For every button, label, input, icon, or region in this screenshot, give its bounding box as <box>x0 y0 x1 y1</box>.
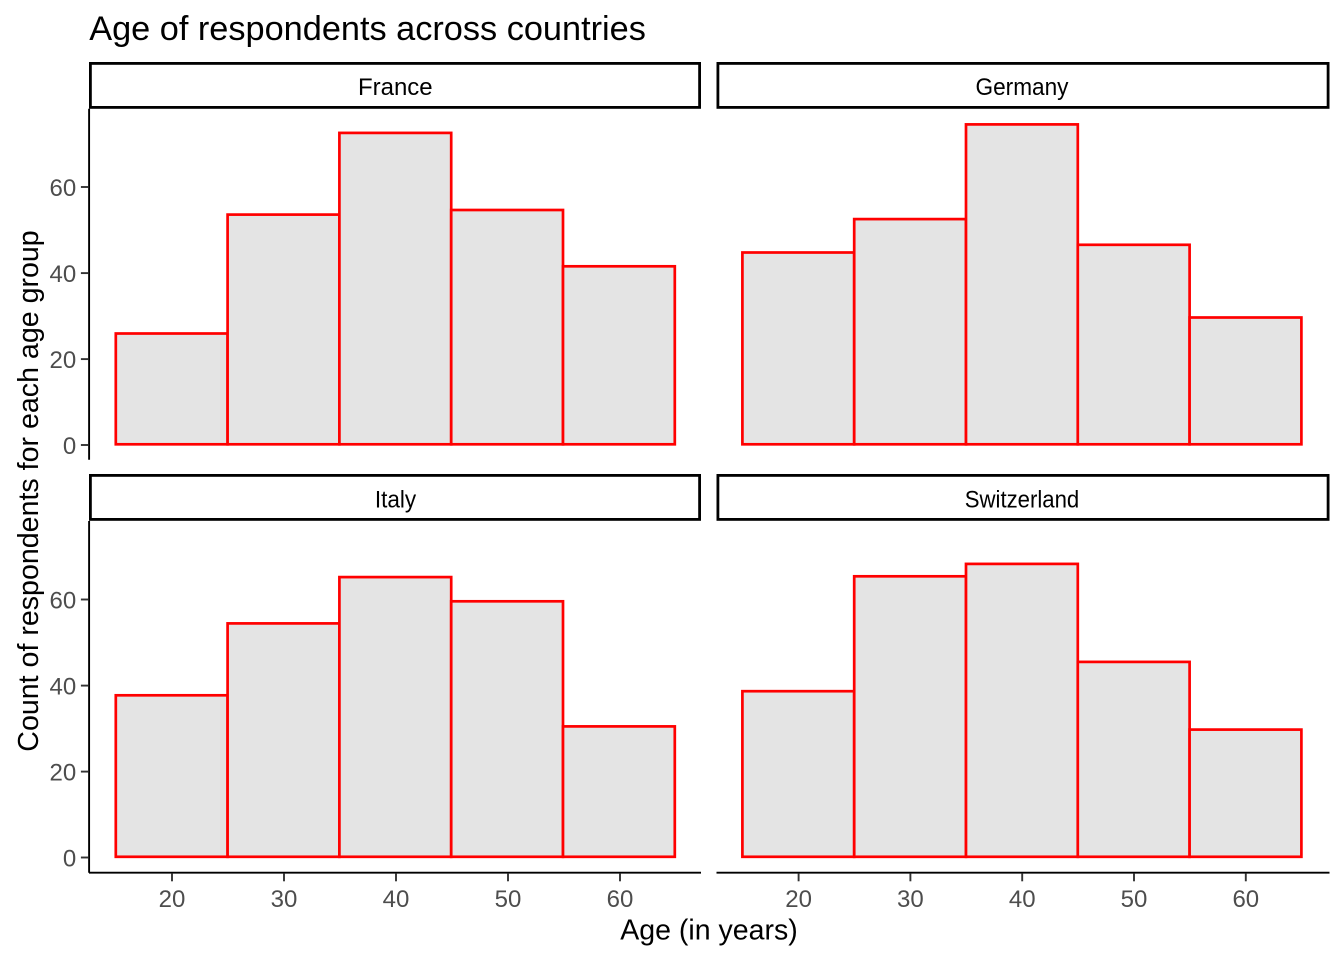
svg-text:Age (in years): Age (in years) <box>620 914 797 946</box>
svg-text:Germany: Germany <box>976 74 1069 101</box>
svg-text:60: 60 <box>1232 886 1259 913</box>
svg-text:40: 40 <box>383 886 410 913</box>
svg-text:60: 60 <box>49 175 76 202</box>
svg-text:20: 20 <box>49 759 76 786</box>
svg-text:20: 20 <box>49 347 76 374</box>
svg-text:50: 50 <box>495 886 522 913</box>
svg-text:50: 50 <box>1121 886 1148 913</box>
svg-text:0: 0 <box>63 845 76 872</box>
svg-text:France: France <box>358 74 433 101</box>
svg-text:30: 30 <box>897 886 924 913</box>
svg-text:Count of respondents for each: Count of respondents for each age group <box>13 230 45 751</box>
svg-text:20: 20 <box>785 886 812 913</box>
svg-text:0: 0 <box>63 433 76 460</box>
svg-text:Age of respondents across coun: Age of respondents across countries <box>89 10 646 48</box>
svg-text:60: 60 <box>49 587 76 614</box>
svg-text:Switzerland: Switzerland <box>965 487 1080 514</box>
svg-text:60: 60 <box>607 886 634 913</box>
svg-text:30: 30 <box>271 886 298 913</box>
svg-text:40: 40 <box>49 261 76 288</box>
svg-text:20: 20 <box>159 886 186 913</box>
svg-text:40: 40 <box>1009 886 1036 913</box>
svg-text:Italy: Italy <box>375 487 416 514</box>
svg-text:40: 40 <box>49 673 76 700</box>
